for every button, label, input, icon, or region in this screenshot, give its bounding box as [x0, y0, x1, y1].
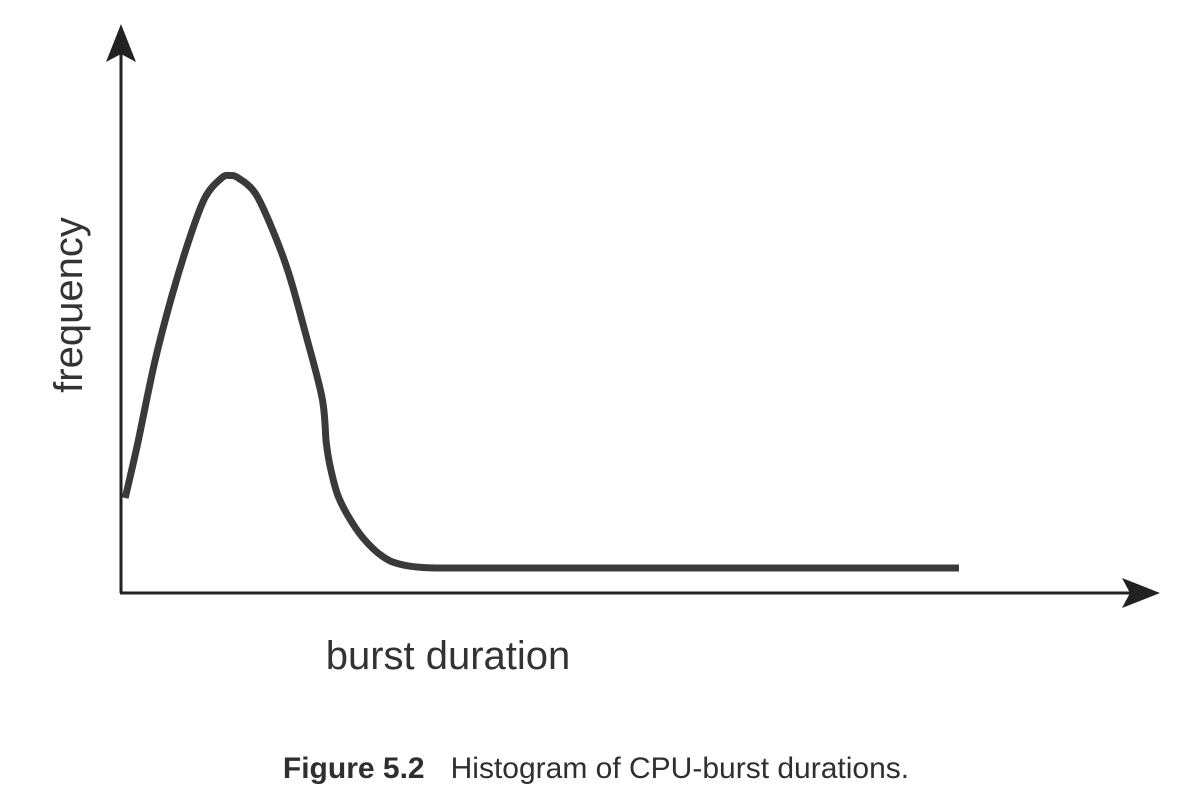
- chart-plot: frequency burst duration: [47, 24, 1160, 678]
- caption-number: Figure 5.2: [282, 752, 425, 785]
- axes: [106, 24, 1160, 608]
- y-axis-label: frequency: [47, 217, 91, 393]
- x-axis-arrowhead: [1122, 578, 1160, 608]
- series-line-0: [121, 171, 959, 572]
- caption-text: Histogram of CPU-burst durations.: [450, 752, 910, 785]
- x-axis-label: burst duration: [326, 634, 571, 678]
- y-axis-arrowhead: [106, 24, 136, 62]
- figure-caption: Figure 5.2 Histogram of CPU-burst duratio…: [0, 752, 1192, 786]
- series-layer: [121, 171, 959, 572]
